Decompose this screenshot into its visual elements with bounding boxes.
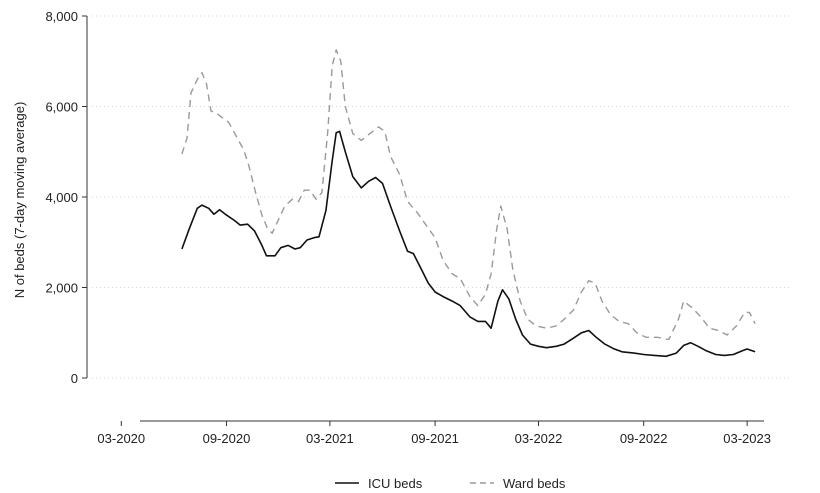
y-tick-label: 4,000 [45, 190, 78, 205]
axes [86, 16, 764, 422]
series-lines [181, 49, 756, 358]
y-axis-title: N of beds (7-day moving average) [12, 102, 27, 299]
x-tick-label: 03-2023 [723, 431, 771, 446]
x-tick-label: 03-2021 [306, 431, 354, 446]
y-tick-label: 0 [71, 371, 78, 386]
y-tick-label: 2,000 [45, 281, 78, 296]
series-line-ward [181, 49, 756, 341]
x-tick-label: 03-2022 [515, 431, 563, 446]
legend-label-icu: ICU beds [368, 476, 423, 491]
x-tick-label: 03-2020 [97, 431, 145, 446]
legend-label-ward: Ward beds [503, 476, 566, 491]
x-tick-label: 09-2020 [203, 431, 251, 446]
y-tick-label: 6,000 [45, 100, 78, 115]
legend: ICU beds Ward beds [335, 476, 566, 491]
x-tick-label: 09-2021 [411, 431, 459, 446]
y-axis-ticks: 0 2,000 4,000 6,000 8,000 [45, 9, 87, 386]
x-tick-label: 09-2022 [620, 431, 668, 446]
series-line-icu [181, 130, 756, 358]
y-tick-label: 8,000 [45, 9, 78, 24]
gridlines [92, 15, 790, 379]
x-axis-ticks: 03-2020 09-2020 03-2021 09-2021 03-2022 09-20… [97, 421, 771, 446]
